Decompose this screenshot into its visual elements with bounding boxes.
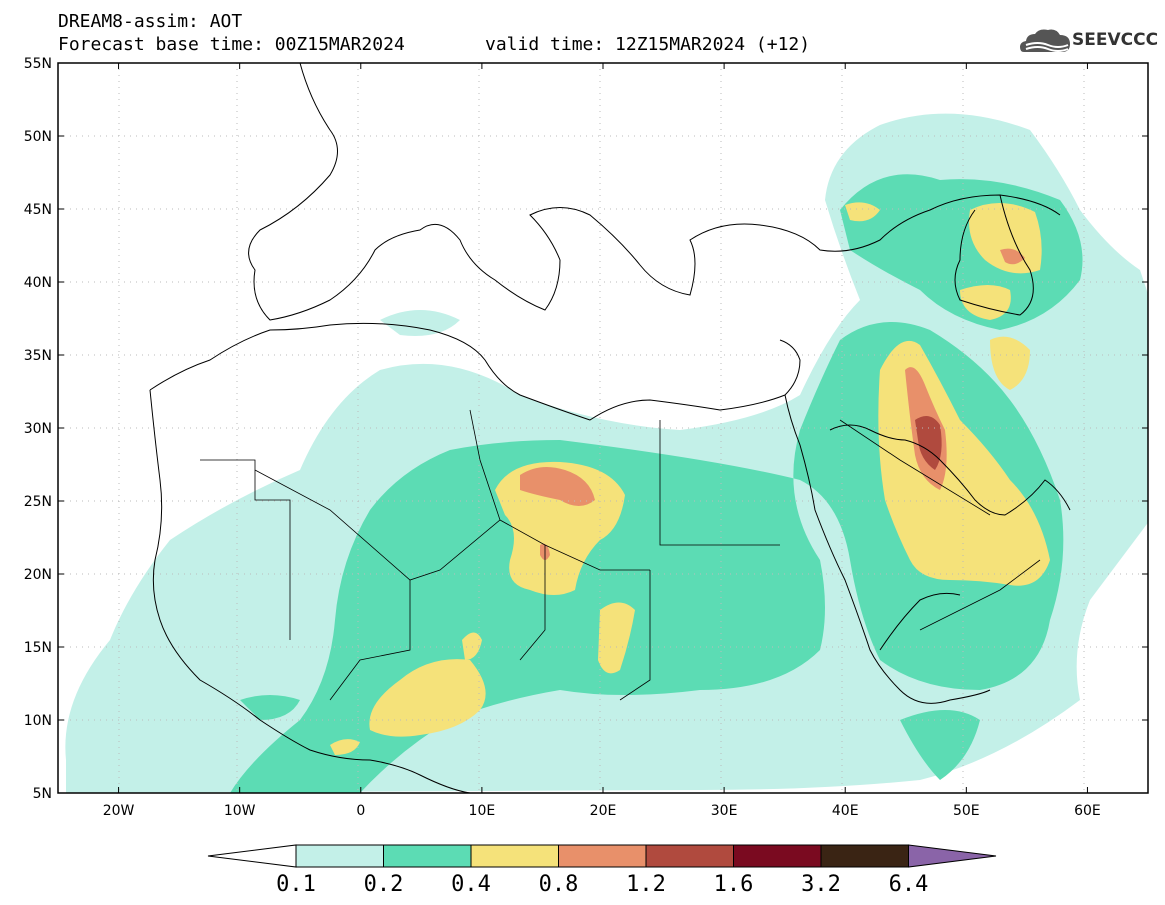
aot-fields (65, 113, 1148, 793)
colorbar-box (295, 844, 384, 868)
latitude-axis: 55N 50N 45N 40N 35N 30N 25N 20N 15N 10N 5N (24, 56, 1148, 802)
lon-label: 60E (1074, 803, 1101, 819)
aot-band-1.2 (915, 416, 942, 470)
lon-label: 30E (711, 803, 738, 819)
forecast-base-time: Forecast base time: 00Z15MAR2024 (58, 34, 405, 55)
lat-label: 5N (33, 786, 52, 802)
lon-label: 20W (103, 803, 135, 819)
lat-label: 15N (24, 640, 52, 656)
lon-label: 10E (469, 803, 496, 819)
colorbar-level-label: 0.2 (364, 872, 404, 897)
lon-label: 50E (953, 803, 980, 819)
colorbar-level-label: 0.1 (276, 872, 316, 897)
colorbar-level-label: 1.2 (626, 872, 666, 897)
cloud-logo-icon (1020, 29, 1070, 52)
lat-label: 55N (24, 56, 52, 72)
colorbar-level-label: 0.4 (451, 872, 491, 897)
country-borders (200, 409, 1041, 701)
valid-time: valid time: 12Z15MAR2024 (+12) (485, 34, 811, 55)
colorbar-box (733, 844, 822, 868)
colorbar-box (820, 844, 909, 868)
lat-label: 50N (24, 129, 52, 145)
colorbar-level-label: 1.6 (714, 872, 754, 897)
colorbar-below-triangle (207, 844, 297, 868)
lat-label: 10N (24, 713, 52, 729)
colorbar-boxes (295, 844, 997, 868)
logo-text: SEEVCCC (1072, 30, 1159, 50)
colorbar-box (470, 844, 559, 868)
colorbar-level-label: 6.4 (889, 872, 929, 897)
colorbar-box (558, 844, 647, 868)
lon-label: 10W (224, 803, 256, 819)
lat-label: 30N (24, 421, 52, 437)
lon-label: 0 (356, 803, 365, 819)
colorbar-box (645, 844, 734, 868)
coastlines (149, 63, 1071, 793)
lon-label: 40E (832, 803, 859, 819)
lat-label: 45N (24, 202, 52, 218)
colorbar-above-triangle (908, 844, 997, 868)
lon-label: 20E (590, 803, 617, 819)
map-title: DREAM8-assim: AOT (58, 11, 243, 32)
colorbar-level-label: 0.8 (539, 872, 579, 897)
colorbar-box (383, 844, 472, 868)
lat-label: 20N (24, 567, 52, 583)
longitude-axis: 20W 10W 0 10E 20E 30E 40E 50E 60E (103, 63, 1101, 819)
colorbar-labels: 0.1 0.2 0.4 0.8 1.2 1.6 3.2 6.4 (276, 872, 928, 897)
lat-label: 40N (24, 275, 52, 291)
lat-label: 25N (24, 494, 52, 510)
colorbar-level-label: 3.2 (801, 872, 841, 897)
lat-label: 35N (24, 348, 52, 364)
